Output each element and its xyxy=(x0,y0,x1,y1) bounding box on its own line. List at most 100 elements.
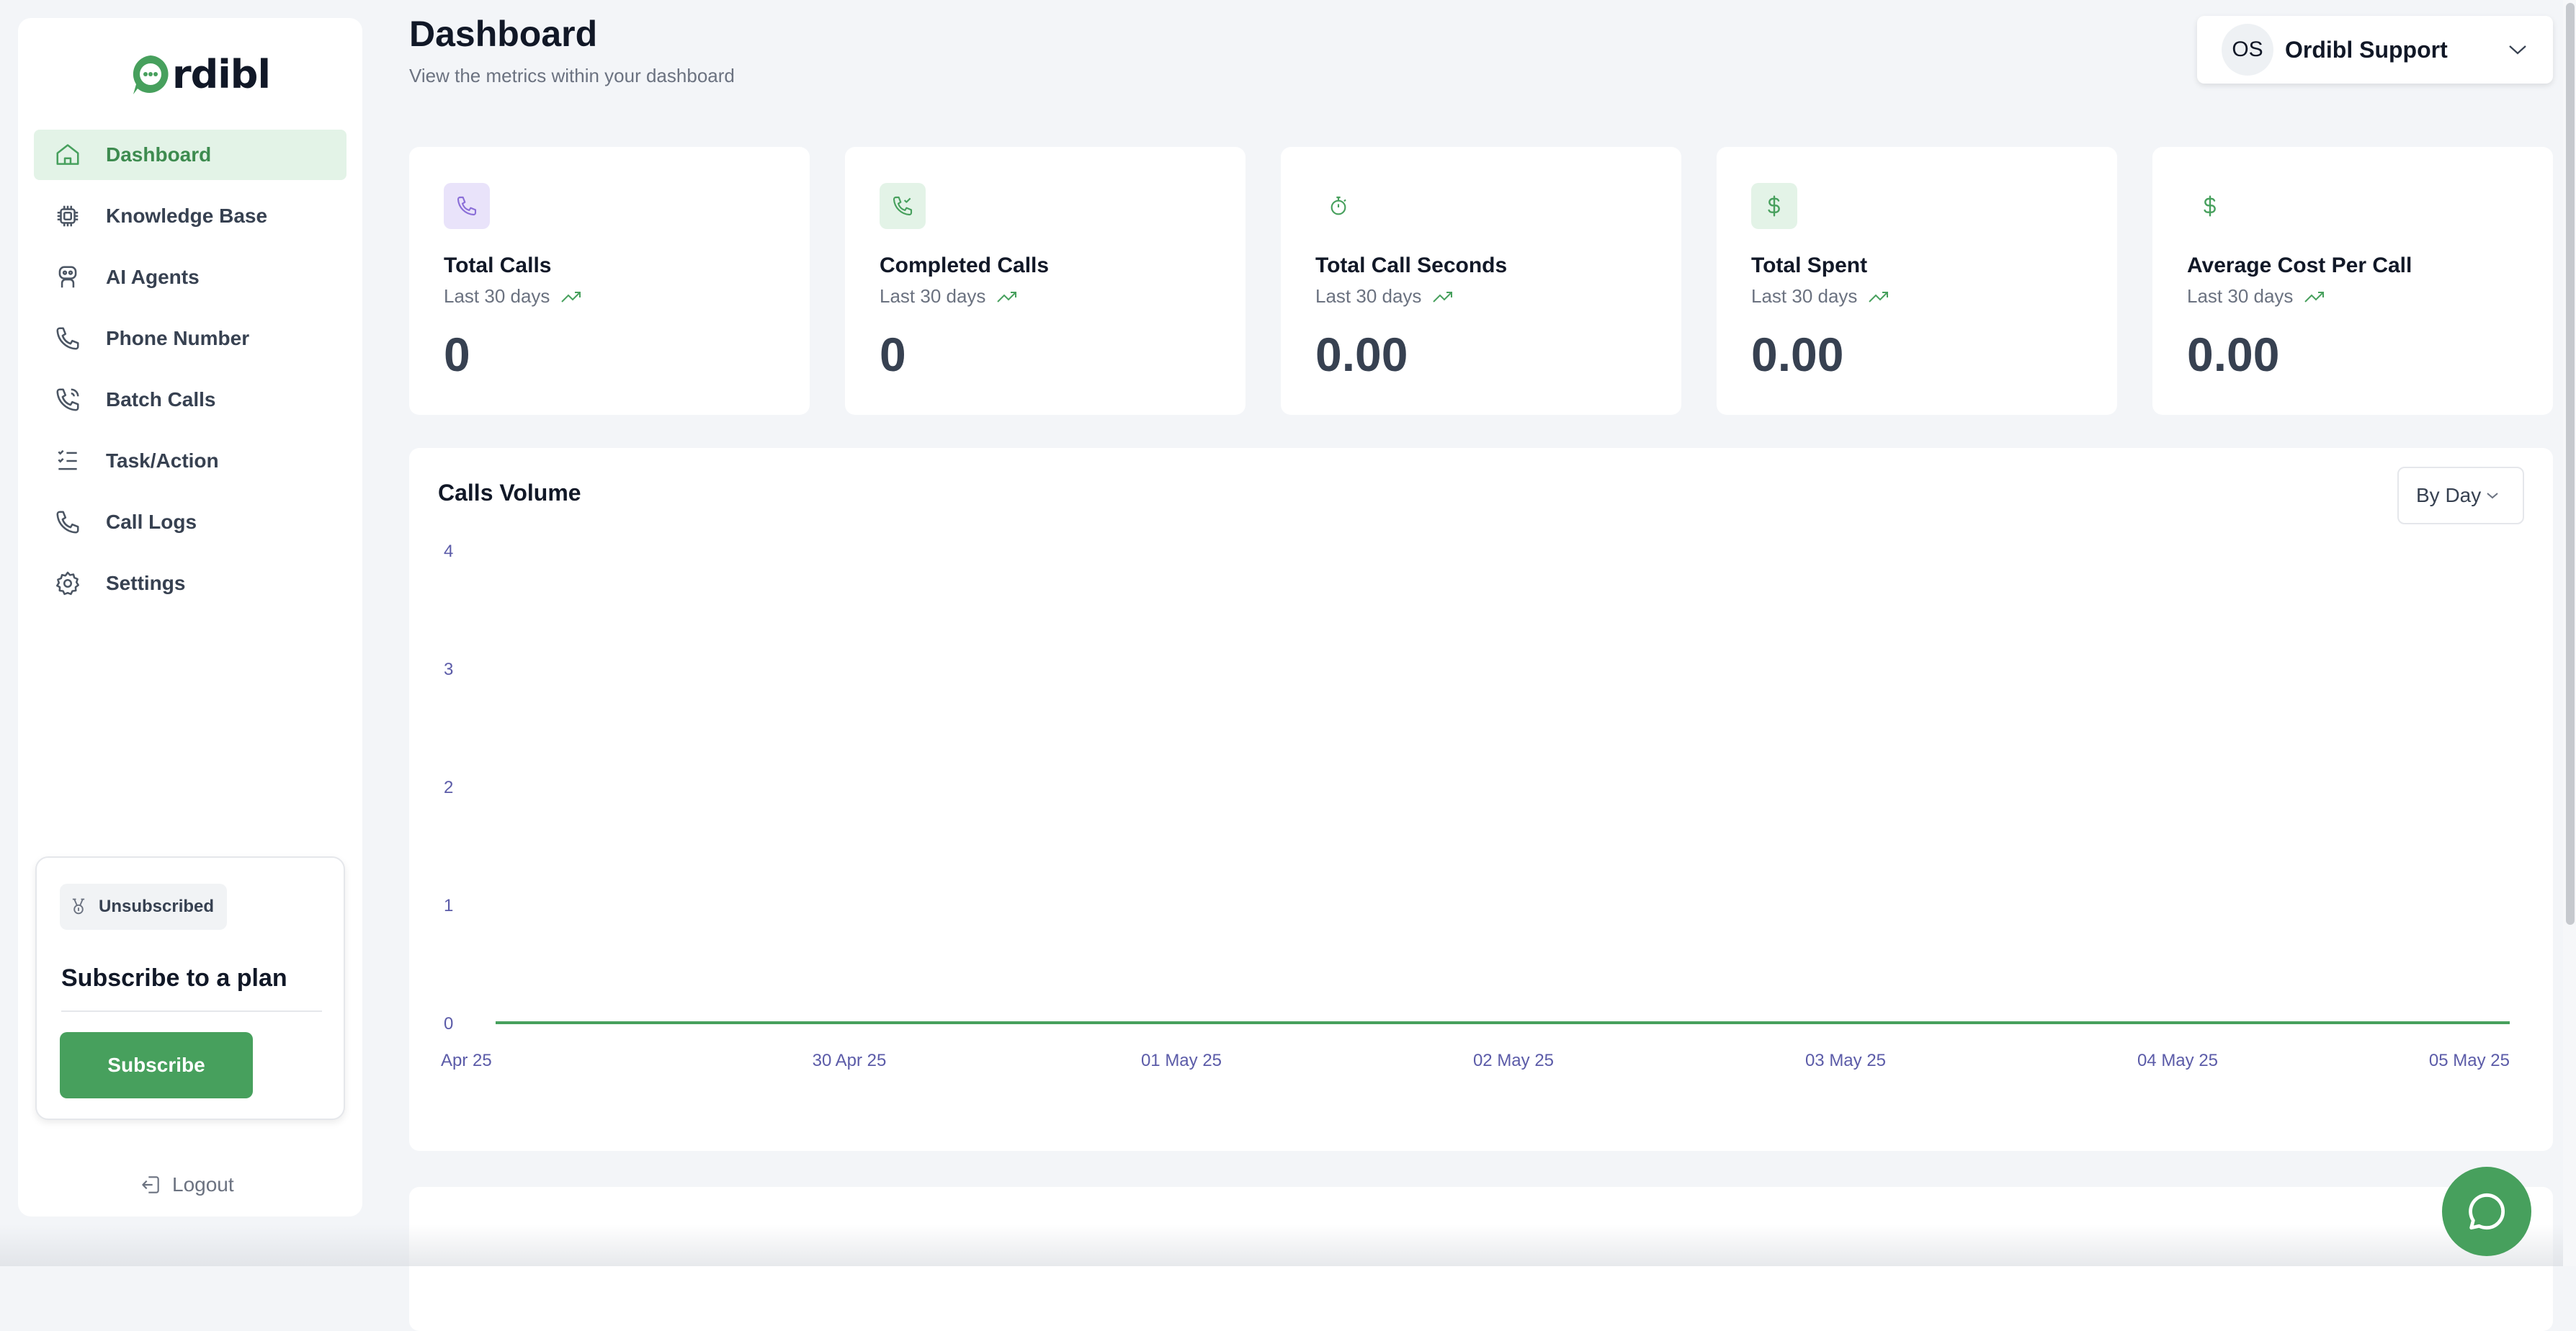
stat-period-label: Last 30 days xyxy=(2187,285,2294,307)
logo-text: rdibl xyxy=(172,52,271,97)
divider xyxy=(61,1010,322,1012)
secondary-card xyxy=(409,1187,2553,1331)
chevron-down-icon xyxy=(2507,40,2528,60)
chat-bubble-icon xyxy=(2464,1188,2510,1234)
sidebar-item-label: Phone Number xyxy=(106,327,250,349)
stopwatch-icon xyxy=(1315,183,1361,229)
stat-period: Last 30 days xyxy=(1315,285,1454,308)
sidebar-item-settings[interactable]: Settings xyxy=(34,558,346,609)
subscription-card: Unsubscribed Subscribe to a plan Subscri… xyxy=(35,856,345,1120)
medal-icon xyxy=(68,897,89,917)
stat-card-completed-calls: Completed Calls Last 30 days 0 xyxy=(845,147,1245,415)
y-tick-label: 0 xyxy=(444,1014,453,1034)
y-tick-label: 4 xyxy=(444,542,453,561)
subscription-title: Subscribe to a plan xyxy=(61,964,287,992)
phone-icon xyxy=(54,325,81,352)
sidebar-item-label: Call Logs xyxy=(106,511,197,533)
sidebar-item-task-action[interactable]: Task/Action xyxy=(34,436,346,486)
gear-icon xyxy=(54,570,81,597)
sidebar-item-label: Batch Calls xyxy=(106,388,216,411)
stat-period: Last 30 days xyxy=(1751,285,1890,308)
range-select[interactable]: By Day xyxy=(2397,467,2524,524)
ordibl-logo[interactable]: rdibl xyxy=(130,52,271,97)
chevron-down-icon xyxy=(2485,490,2500,501)
page-subtitle: View the metrics within your dashboard xyxy=(409,65,735,86)
x-tick-label: 04 May 25 xyxy=(2137,1051,2218,1070)
trend-up-icon xyxy=(1867,288,1890,305)
sidebar-item-call-logs[interactable]: Call Logs xyxy=(34,497,346,547)
sidebar-item-label: Dashboard xyxy=(106,143,212,166)
robot-icon xyxy=(54,264,81,291)
chat-widget-button[interactable] xyxy=(2442,1167,2531,1256)
home-icon xyxy=(54,141,81,169)
dollar-icon xyxy=(2187,183,2233,229)
stat-period: Last 30 days xyxy=(2187,285,2326,308)
range-select-value: By Day xyxy=(2416,484,2482,506)
sidebar-item-label: AI Agents xyxy=(106,266,200,288)
stat-value: 0 xyxy=(444,328,470,381)
stat-card-average-cost-per-call: Average Cost Per Call Last 30 days 0.00 xyxy=(2152,147,2553,415)
stat-label: Average Cost Per Call xyxy=(2187,254,2412,277)
user-menu[interactable]: OS Ordibl Support xyxy=(2197,16,2553,84)
phone-icon xyxy=(444,183,490,229)
stat-period-label: Last 30 days xyxy=(1751,285,1858,307)
user-name: Ordibl Support xyxy=(2285,36,2448,63)
sidebar-item-batch-calls[interactable]: Batch Calls xyxy=(34,375,346,425)
sidebar-item-phone-number[interactable]: Phone Number xyxy=(34,313,346,364)
logout-button[interactable]: Logout xyxy=(139,1173,234,1196)
stat-period: Last 30 days xyxy=(880,285,1019,308)
stat-card-total-spent: Total Spent Last 30 days 0.00 xyxy=(1717,147,2117,415)
stat-period: Last 30 days xyxy=(444,285,583,308)
subscribe-button[interactable]: Subscribe xyxy=(60,1032,253,1098)
stat-card-total-call-seconds: Total Call Seconds Last 30 days 0.00 xyxy=(1281,147,1681,415)
phone-outgoing-icon xyxy=(54,386,81,413)
chip-icon xyxy=(54,202,81,230)
stat-period-label: Last 30 days xyxy=(1315,285,1422,307)
x-tick-label: 03 May 25 xyxy=(1805,1051,1886,1070)
sidebar-item-ai-agents[interactable]: AI Agents xyxy=(34,252,346,302)
stat-value: 0.00 xyxy=(1315,328,1408,381)
sidebar-item-label: Settings xyxy=(106,572,186,594)
x-tick-label: 05 May 25 xyxy=(2429,1051,2510,1070)
chart-title: Calls Volume xyxy=(438,480,581,506)
x-tick-label: 01 May 25 xyxy=(1141,1051,1222,1070)
phone-icon xyxy=(54,508,81,536)
x-tick-label: 30 Apr 25 xyxy=(813,1051,887,1070)
avatar: OS xyxy=(2222,24,2273,76)
chat-bubble-logo-icon xyxy=(130,53,171,97)
list-check-icon xyxy=(54,447,81,475)
unsubscribed-badge: Unsubscribed xyxy=(60,884,228,930)
x-tick-label: 02 May 25 xyxy=(1473,1051,1554,1070)
y-tick-label: 3 xyxy=(444,660,453,679)
scrollbar-thumb[interactable] xyxy=(2566,3,2575,925)
sidebar: rdibl Dashboard Knowledge Base AI Agents… xyxy=(18,18,362,1216)
trend-up-icon xyxy=(996,288,1019,305)
stat-period-label: Last 30 days xyxy=(444,285,550,307)
stat-period-label: Last 30 days xyxy=(880,285,986,307)
phone-check-icon xyxy=(880,183,926,229)
y-tick-label: 1 xyxy=(444,896,453,915)
badge-label: Unsubscribed xyxy=(99,897,215,916)
calls-volume-chart: 0 1 2 3 4 Apr 25 30 Apr 25 01 May 25 02 May 25 03… xyxy=(441,542,2510,1070)
stat-label: Total Calls xyxy=(444,254,552,277)
logout-icon xyxy=(139,1173,162,1196)
trend-up-icon xyxy=(1431,288,1454,305)
stat-value: 0.00 xyxy=(1751,328,1844,381)
y-tick-label: 2 xyxy=(444,778,453,797)
stat-value: 0 xyxy=(880,328,906,381)
calls-volume-card: 0 1 2 3 4 Apr 25 30 Apr 25 01 May 25 02 May 25 03… xyxy=(409,448,2553,1151)
stat-label: Total Spent xyxy=(1751,254,1868,277)
sidebar-item-dashboard[interactable]: Dashboard xyxy=(34,130,346,180)
dollar-icon xyxy=(1751,183,1797,229)
sidebar-item-knowledge-base[interactable]: Knowledge Base xyxy=(34,191,346,241)
x-tick-label: Apr 25 xyxy=(441,1051,492,1070)
sidebar-nav: Dashboard Knowledge Base AI Agents Phone… xyxy=(34,130,346,619)
logout-label: Logout xyxy=(172,1173,234,1196)
sidebar-item-label: Task/Action xyxy=(106,449,219,472)
trend-up-icon xyxy=(2303,288,2326,305)
stat-value: 0.00 xyxy=(2187,328,2280,381)
sidebar-item-label: Knowledge Base xyxy=(106,205,268,227)
trend-up-icon xyxy=(560,288,583,305)
stat-label: Completed Calls xyxy=(880,254,1050,277)
stat-label: Total Call Seconds xyxy=(1315,254,1508,277)
